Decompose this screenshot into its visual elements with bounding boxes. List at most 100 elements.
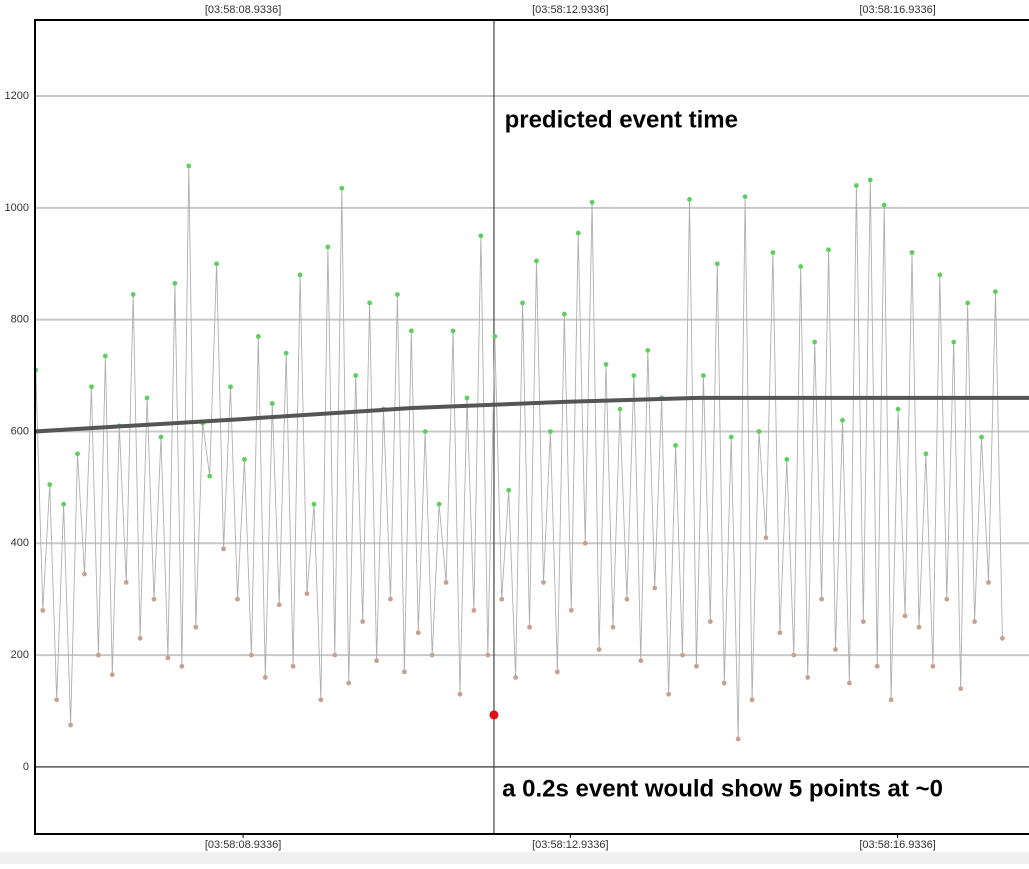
data-point xyxy=(193,624,199,630)
data-point xyxy=(874,663,880,669)
data-point xyxy=(812,339,818,345)
data-point xyxy=(756,429,762,434)
data-point xyxy=(965,300,971,306)
data-point xyxy=(429,652,435,658)
data-point xyxy=(638,658,644,664)
data-point xyxy=(603,361,609,367)
data-point xyxy=(541,580,546,585)
data-point xyxy=(596,647,602,652)
data-point xyxy=(332,652,338,658)
data-point xyxy=(464,395,470,401)
data-point xyxy=(930,663,936,669)
data-point xyxy=(554,669,560,675)
y-tick-label: 800 xyxy=(11,314,29,326)
data-point xyxy=(958,686,964,692)
data-point xyxy=(707,619,713,624)
data-point xyxy=(395,292,400,297)
data-point xyxy=(179,663,185,669)
data-point xyxy=(96,652,101,658)
data-point xyxy=(610,624,616,630)
data-point xyxy=(840,417,845,423)
data-point xyxy=(721,680,727,686)
data-point xyxy=(401,669,407,675)
data-point xyxy=(130,292,136,297)
data-point xyxy=(242,457,247,462)
data-point xyxy=(1000,635,1005,641)
plot-frame xyxy=(34,19,1029,835)
data-point xyxy=(283,350,289,356)
data-point xyxy=(325,244,331,250)
data-point xyxy=(102,353,108,359)
data-point xyxy=(408,328,414,334)
signal-line xyxy=(36,165,1003,740)
data-point xyxy=(492,334,498,339)
data-point xyxy=(506,487,512,493)
data-point xyxy=(269,401,275,406)
data-point xyxy=(742,194,748,200)
data-point xyxy=(805,675,811,680)
data-point xyxy=(290,663,296,669)
data-point xyxy=(993,289,998,295)
data-point xyxy=(673,443,678,448)
marks xyxy=(36,21,1029,833)
data-point xyxy=(916,624,922,630)
x-tick-label-top: [03:58:08.9336] xyxy=(205,4,281,16)
data-point xyxy=(36,367,39,373)
data-point xyxy=(784,457,790,462)
data-point xyxy=(248,652,254,658)
data-point xyxy=(645,348,651,353)
x-tick-label-bottom: [03:58:12.9336] xyxy=(532,839,608,851)
data-point xyxy=(624,596,630,602)
data-point xyxy=(951,339,957,345)
data-point xyxy=(902,613,908,619)
data-point xyxy=(276,602,282,608)
data-point xyxy=(54,697,60,703)
data-point xyxy=(304,591,310,597)
data-point xyxy=(770,250,776,255)
data-point xyxy=(228,384,233,390)
data-point xyxy=(728,434,734,440)
data-point xyxy=(534,258,539,264)
y-tick-label: 1000 xyxy=(5,202,29,214)
data-point xyxy=(881,202,887,208)
data-point xyxy=(860,619,866,624)
data-point xyxy=(339,185,345,191)
event-point xyxy=(489,710,499,720)
data-point xyxy=(575,230,581,236)
data-point xyxy=(700,373,706,378)
data-point xyxy=(798,264,804,269)
data-point xyxy=(666,691,672,697)
data-point xyxy=(548,429,553,434)
data-point xyxy=(262,675,268,680)
data-point xyxy=(450,328,456,334)
data-point xyxy=(61,501,67,507)
data-point xyxy=(944,596,950,602)
data-point xyxy=(687,197,692,202)
data-point xyxy=(694,663,699,669)
data-point xyxy=(422,429,428,434)
data-point xyxy=(221,546,226,552)
annotation: predicted event time xyxy=(505,107,738,134)
data-point xyxy=(360,619,366,624)
x-tick-label-bottom: [03:58:08.9336] xyxy=(205,839,281,851)
data-point xyxy=(763,535,769,541)
data-point xyxy=(443,580,449,585)
y-tick-label: 600 xyxy=(11,425,29,437)
data-point xyxy=(888,697,894,703)
data-point xyxy=(457,691,463,697)
data-point xyxy=(923,451,929,457)
data-point xyxy=(561,311,567,317)
data-point xyxy=(520,300,525,306)
status-strip xyxy=(0,852,1029,864)
data-point xyxy=(235,596,240,602)
data-point xyxy=(297,272,303,278)
data-point xyxy=(833,647,838,652)
x-tick-label-top: [03:58:16.9336] xyxy=(859,4,935,16)
data-point xyxy=(89,384,94,390)
data-point xyxy=(972,619,977,624)
y-tick-label: 400 xyxy=(11,537,29,549)
data-point xyxy=(436,501,442,507)
data-point xyxy=(749,697,755,703)
data-point xyxy=(735,736,741,742)
